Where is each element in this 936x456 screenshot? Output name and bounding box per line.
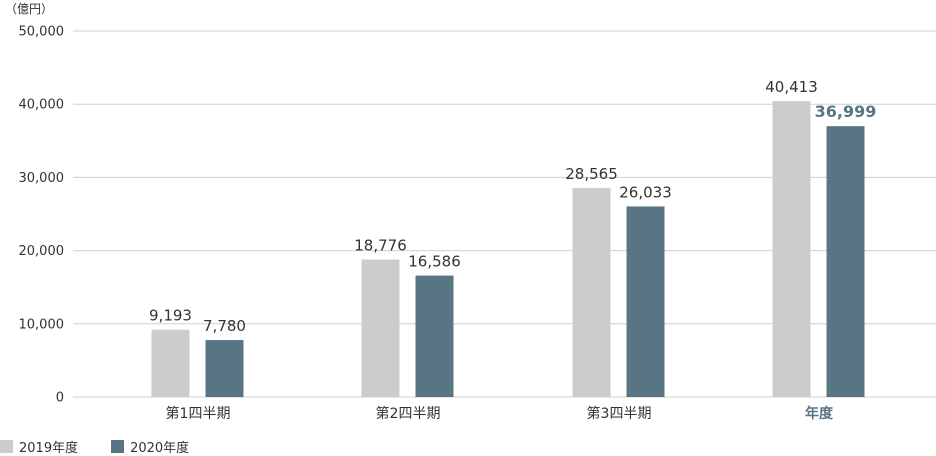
data-label: 7,780 <box>203 317 246 335</box>
legend-label-2020: 2020年度 <box>130 440 190 456</box>
bar-2019 <box>772 101 811 397</box>
bar-2020 <box>205 340 244 397</box>
legend-item-2020: 2020年度 <box>111 437 189 456</box>
legend-item-2019: 2019年度 <box>0 437 78 456</box>
x-tick-label: 第1四半期 <box>166 405 231 422</box>
bar-2020 <box>626 206 665 397</box>
data-label: 40,413 <box>765 78 818 96</box>
y-tick-label: 20,000 <box>19 244 65 259</box>
x-tick-label: 第2四半期 <box>376 405 441 422</box>
bar-2020 <box>826 126 865 397</box>
data-label: 26,033 <box>619 183 672 201</box>
legend-swatch-2020 <box>111 439 125 453</box>
data-label: 9,193 <box>149 307 192 325</box>
data-label: 36,999 <box>815 102 877 121</box>
bar-chart: 0 10,000 20,000 30,000 40,000 50,000 9,193 7,7… <box>5 2 936 422</box>
bar-2019 <box>151 329 190 397</box>
bar-2019 <box>361 259 400 397</box>
y-tick-label: 0 <box>56 391 64 406</box>
bar-2019 <box>572 187 611 397</box>
legend-swatch-2019 <box>0 439 13 453</box>
x-tick-label: 第3四半期 <box>587 405 652 422</box>
y-tick-label: 30,000 <box>19 171 65 186</box>
y-tick-label: 10,000 <box>19 317 65 332</box>
y-tick-label: 40,000 <box>19 98 65 113</box>
y-unit-label: （億円） <box>5 2 53 16</box>
legend: 2019年度 2020年度 <box>0 437 222 456</box>
bar-2020 <box>415 275 454 397</box>
bars <box>151 101 865 397</box>
data-label: 28,565 <box>565 165 618 183</box>
data-label: 16,586 <box>408 253 461 271</box>
x-tick-label: 年度 <box>805 405 834 422</box>
y-axis: 0 10,000 20,000 30,000 40,000 50,000 <box>19 25 65 406</box>
data-label: 18,776 <box>354 237 407 255</box>
y-tick-label: 50,000 <box>19 25 65 40</box>
legend-label-2019: 2019年度 <box>19 440 79 456</box>
x-axis: 第1四半期 第2四半期 第3四半期 年度 <box>166 405 834 422</box>
